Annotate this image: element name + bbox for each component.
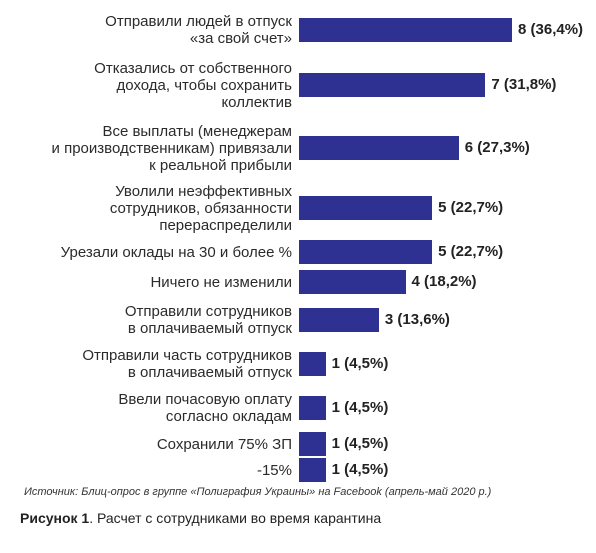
category-label: Все выплаты (менеджерам и производственн… xyxy=(51,122,292,174)
bar xyxy=(299,352,326,376)
value-label: 3 (13,6%) xyxy=(384,311,450,328)
value-label: 1 (4,5%) xyxy=(331,435,389,452)
bar xyxy=(299,396,326,420)
category-label: Уволили неэффективных сотрудников, обяза… xyxy=(109,182,292,234)
chart: Отправили людей в отпуск «за свой счет» 8… xyxy=(51,13,584,482)
value-label: 5 (22,7%) xyxy=(438,243,504,260)
value-label: 7 (31,8%) xyxy=(491,76,557,93)
bar xyxy=(299,240,433,264)
bar xyxy=(299,18,512,42)
category-label: Отказались от собственного дохода, чтобы… xyxy=(94,59,292,111)
bar xyxy=(299,270,406,294)
figure-caption: Рисунок 1. Расчет с сотрудниками во врем… xyxy=(20,510,381,526)
category-label: Отправили людей в отпуск «за свой счет» xyxy=(105,13,292,47)
bar xyxy=(299,458,326,482)
value-label: 6 (27,3%) xyxy=(464,139,530,156)
value-label: 5 (22,7%) xyxy=(438,199,504,216)
category-label: Урезали оклады на 30 и более % xyxy=(60,243,292,261)
category-label: Отправили сотрудников в оплачиваемый отп… xyxy=(124,303,292,337)
bar xyxy=(299,308,379,332)
category-label: Сохранили 75% ЗП xyxy=(156,435,292,453)
bar xyxy=(299,432,326,456)
caption-text: . Расчет с сотрудниками во время каранти… xyxy=(89,510,382,526)
category-label: Отправили часть сотрудников в оплачиваем… xyxy=(82,347,292,381)
value-label: 8 (36,4%) xyxy=(518,21,584,38)
caption-label: Рисунок 1 xyxy=(20,510,90,526)
category-label: Ввели почасовую оплату согласно окладам xyxy=(118,391,292,425)
value-label: 1 (4,5%) xyxy=(331,461,389,478)
category-label: -15% xyxy=(256,461,292,479)
bar xyxy=(299,73,486,97)
chart-source: Источник: Блиц-опрос в группе «Полиграфи… xyxy=(24,486,492,498)
value-label: 4 (18,2%) xyxy=(411,273,477,290)
bar xyxy=(299,196,433,220)
category-label: Ничего не изменили xyxy=(150,273,292,291)
value-label: 1 (4,5%) xyxy=(331,399,389,416)
bar xyxy=(299,136,459,160)
value-label: 1 (4,5%) xyxy=(331,355,389,372)
